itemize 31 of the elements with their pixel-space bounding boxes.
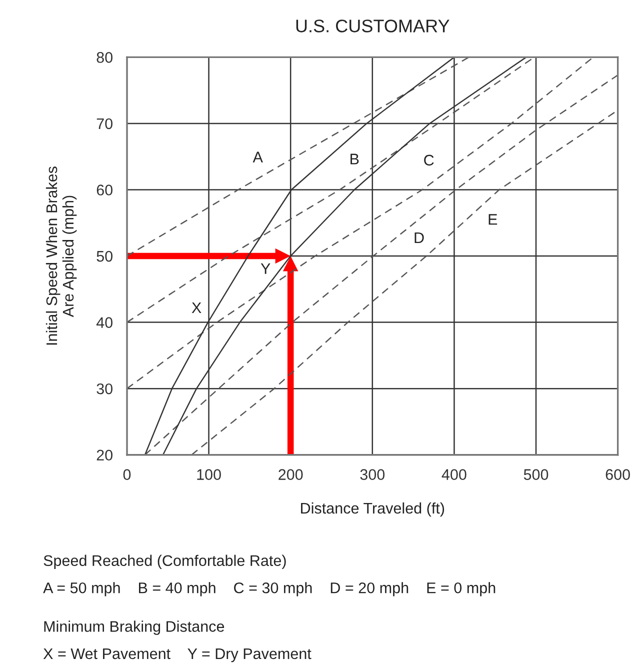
line-series — [144, 74, 618, 455]
x-tick-label: 500 — [524, 469, 548, 480]
x-tick-label: 100 — [197, 469, 221, 480]
x-tick-label: 200 — [278, 469, 303, 480]
text: Speed Reached (Comfortable Rate) — [44, 554, 286, 570]
line-series — [126, 57, 470, 257]
text: Minimum Braking Distance — [44, 620, 224, 635]
y-tick-label: 80 — [96, 52, 112, 63]
x-tick-label: 400 — [442, 469, 466, 480]
text: X = Wet Pavement Y = Dry Pavement — [43, 648, 312, 662]
y-axis-title: Initial Speed When Brakes Are Applied (mph) — [46, 166, 77, 345]
text: A = 50 mph B = 40 mph C = 30 mph D = 20 mph E = 0 mph — [43, 582, 496, 596]
x-tick-label: 600 — [606, 469, 630, 480]
y-tick-label: 60 — [96, 184, 112, 196]
x-tick-label: 0 — [123, 469, 131, 480]
annotation: B — [350, 154, 359, 164]
annotation: X — [192, 302, 202, 313]
y-tick-label: 70 — [96, 118, 112, 130]
x-tick-label: 300 — [360, 469, 385, 480]
annotation: E — [488, 214, 498, 225]
y-tick-label: 20 — [96, 450, 112, 461]
y-tick-label: 50 — [96, 250, 112, 262]
line-series — [126, 57, 594, 390]
annotation: D — [414, 232, 424, 243]
chart-title: U.S. CUSTOMARY — [296, 20, 450, 32]
x-axis-title: Distance Traveled (ft) — [301, 502, 444, 517]
annotation: A — [252, 152, 263, 162]
annotation: Y — [260, 263, 270, 274]
annotation: C — [424, 154, 434, 166]
y-tick-label: 40 — [96, 317, 112, 328]
y-tick-label: 30 — [96, 383, 112, 394]
